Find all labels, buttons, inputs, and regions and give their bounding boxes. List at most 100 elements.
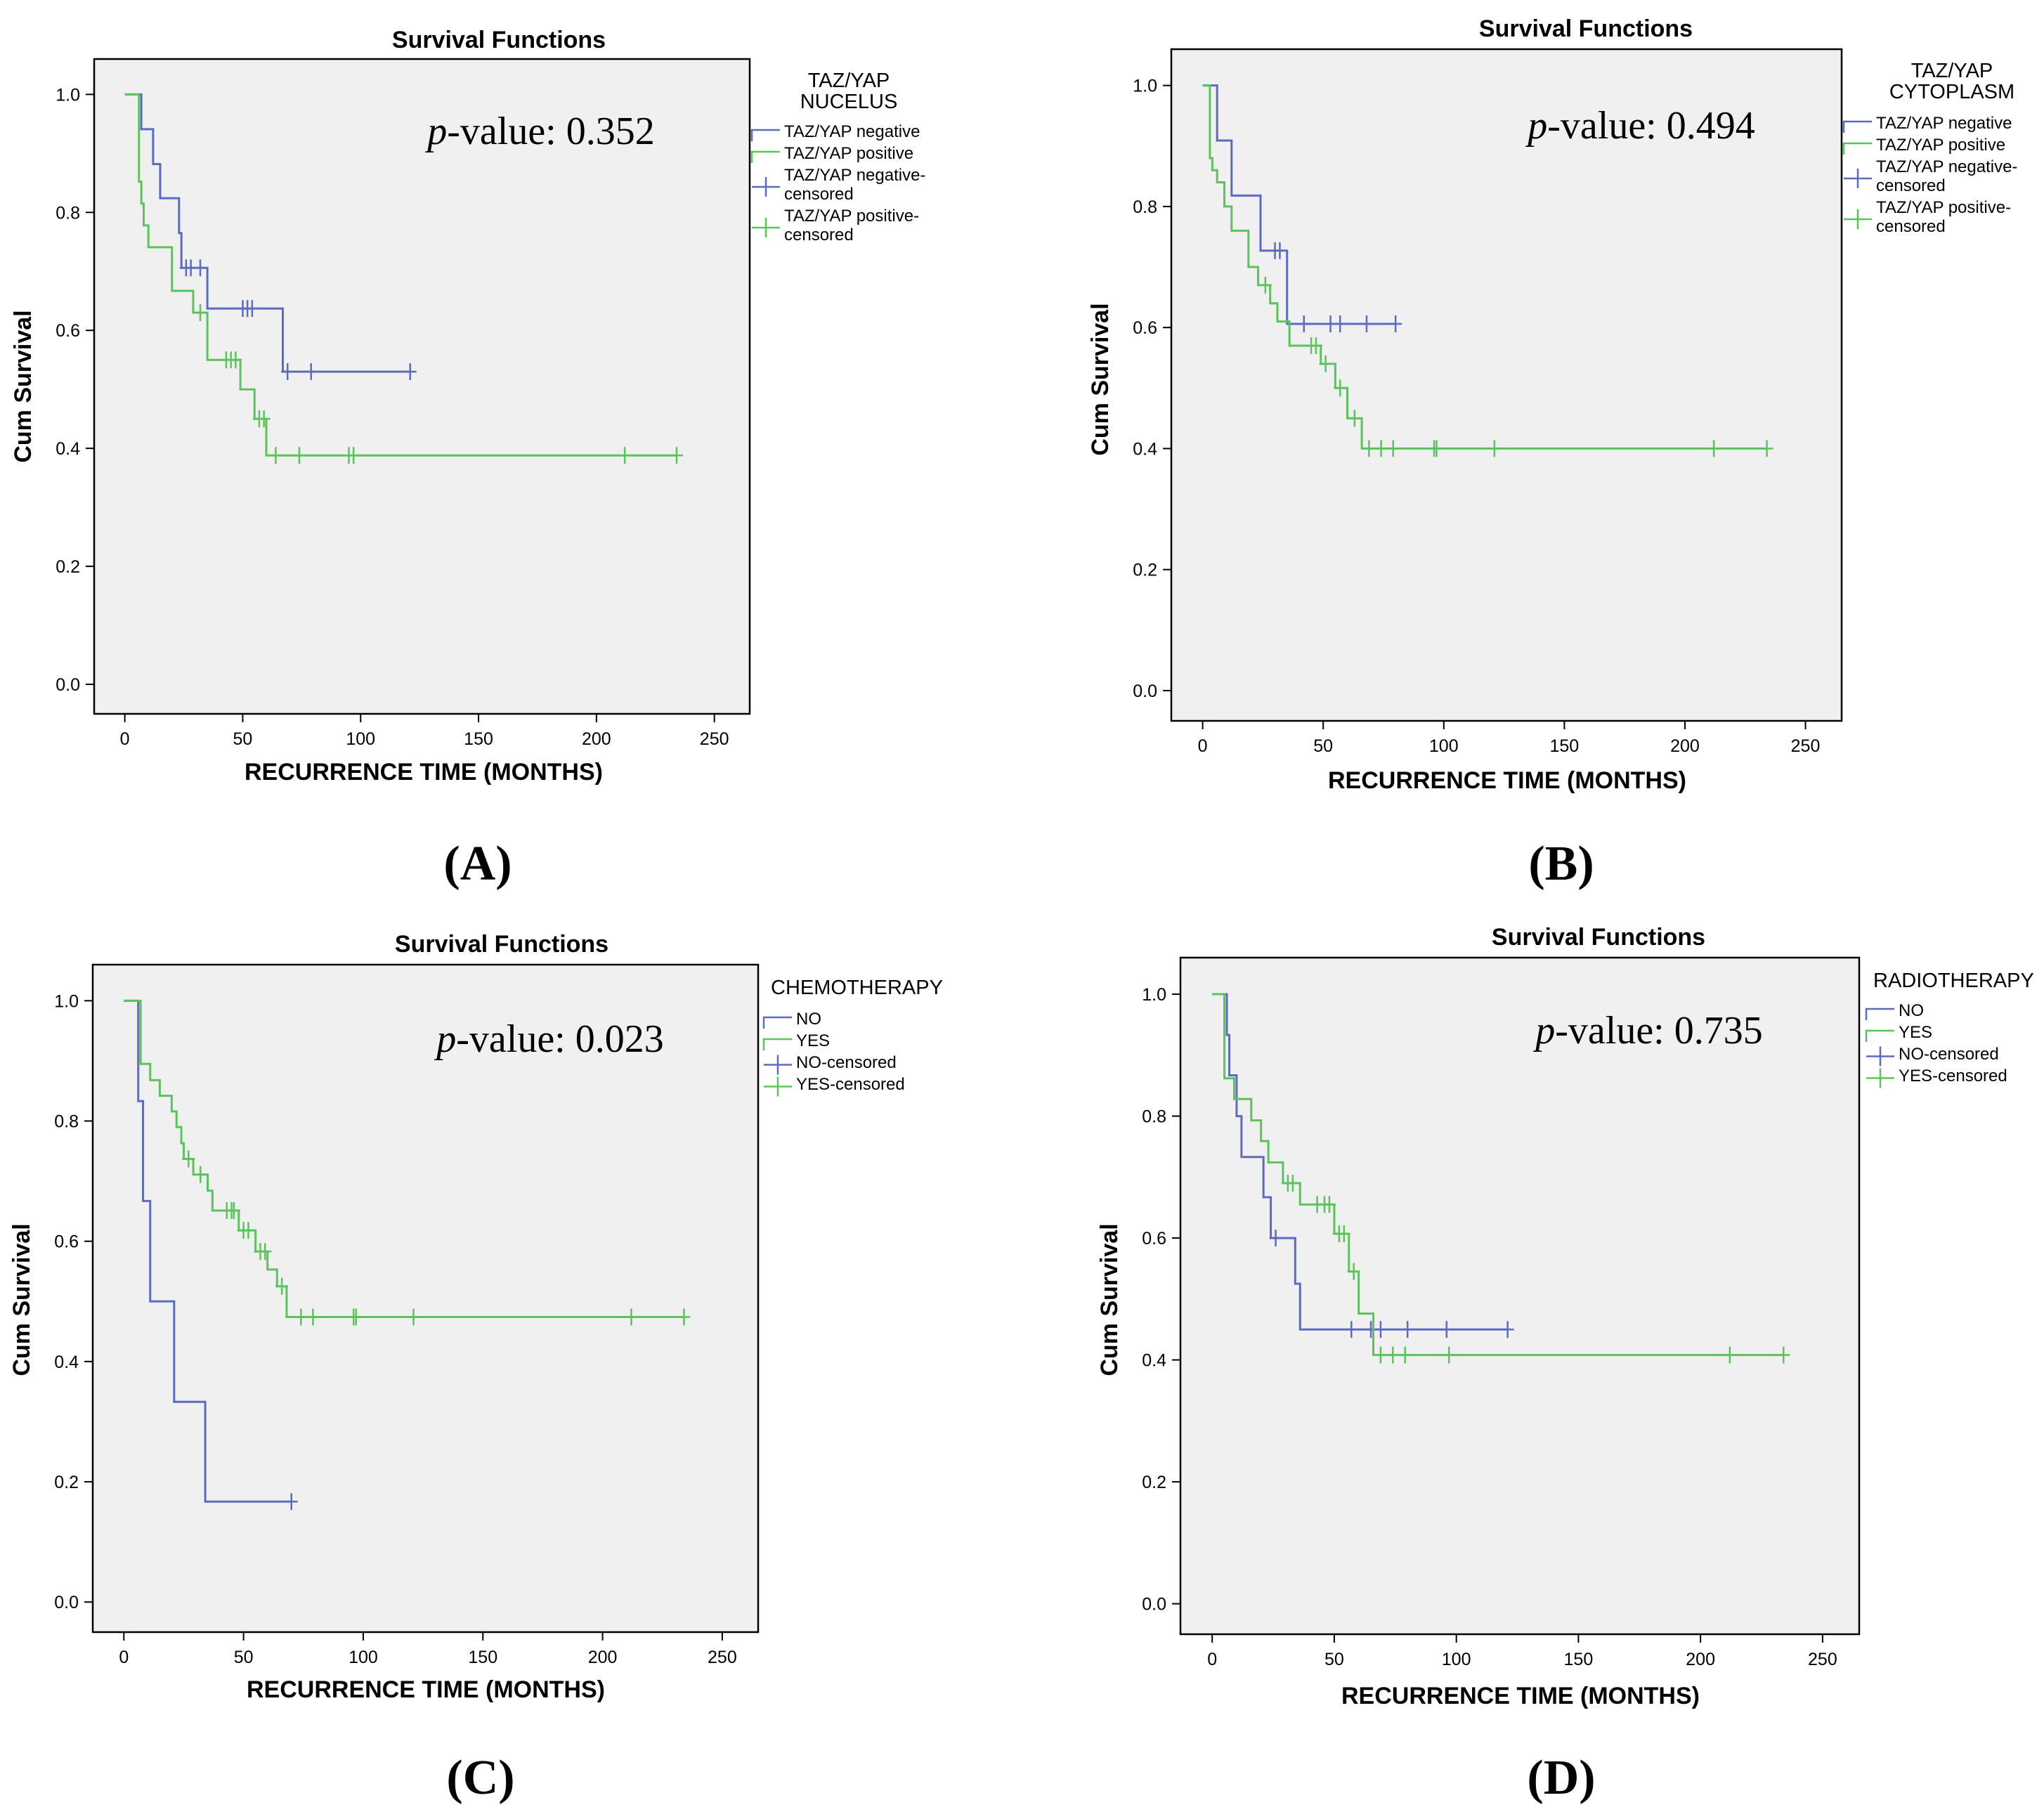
censor-mark bbox=[1258, 276, 1272, 294]
survival-step-line bbox=[124, 999, 684, 1319]
x-tick-label: 200 bbox=[582, 729, 611, 749]
legend-line-swatch bbox=[762, 1016, 792, 1029]
censor-mark bbox=[1707, 440, 1721, 457]
series-2 bbox=[1202, 84, 1773, 457]
censor-mark bbox=[618, 447, 632, 464]
x-axis-label: RECURRENCE TIME (MONTHS) bbox=[247, 1676, 605, 1703]
censor-mark bbox=[625, 1308, 638, 1326]
legend-censor-swatch bbox=[752, 177, 780, 197]
x-tick-label: 150 bbox=[468, 1648, 497, 1667]
censor-mark bbox=[306, 1308, 320, 1326]
series-1 bbox=[1212, 993, 1514, 1338]
legend-entry-label: NO-censored bbox=[796, 1053, 897, 1072]
chart-panel-2: Survival Functions 0.0 0.2 0.4 0.6 0.8 1.0 0 50 1… bbox=[1087, 15, 2017, 891]
y-axis-label: Cum Survival bbox=[10, 310, 37, 462]
censor-mark bbox=[1501, 1321, 1514, 1338]
legend-entry-label: TAZ/YAP negative bbox=[784, 122, 920, 141]
censor-mark bbox=[285, 1493, 298, 1511]
censor-mark bbox=[1322, 1196, 1336, 1213]
legend-entry-label: censored bbox=[1876, 217, 1946, 236]
plot-area bbox=[1170, 48, 1843, 722]
censor-mark bbox=[259, 1243, 272, 1260]
censor-mark bbox=[245, 300, 259, 318]
censor-mark bbox=[1488, 440, 1501, 457]
censor-mark bbox=[292, 447, 306, 464]
survival-step-line bbox=[1202, 84, 1396, 325]
x-tick-label: 0 bbox=[1198, 736, 1208, 756]
x-tick-label: 150 bbox=[464, 729, 493, 749]
panel-label: (D) bbox=[1527, 1751, 1595, 1805]
y-tick-label: 0.2 bbox=[1142, 1473, 1166, 1492]
censor-mark bbox=[1430, 440, 1443, 457]
x-axis-label: RECURRENCE TIME (MONTHS) bbox=[1341, 1683, 1700, 1709]
censor-mark bbox=[1374, 1346, 1387, 1364]
panel-label: (C) bbox=[446, 1751, 514, 1805]
x-tick-label: 0 bbox=[119, 1648, 129, 1667]
censor-mark bbox=[275, 1277, 289, 1295]
x-tick-label: 50 bbox=[234, 1648, 254, 1667]
x-tick-label: 200 bbox=[588, 1648, 618, 1667]
y-tick-label: 0.0 bbox=[56, 675, 80, 695]
censor-mark bbox=[304, 363, 318, 381]
x-tick-label: 250 bbox=[700, 729, 729, 749]
censor-mark bbox=[1269, 1230, 1282, 1247]
legend-censor-swatch bbox=[1844, 169, 1872, 188]
p-value-text: -value: 0.494 bbox=[1547, 104, 1755, 148]
censor-mark bbox=[194, 259, 207, 277]
survival-step-line bbox=[1212, 993, 1784, 1357]
x-tick-label: 50 bbox=[1324, 1650, 1344, 1669]
censor-mark bbox=[1386, 1346, 1400, 1364]
censor-mark bbox=[1723, 1346, 1736, 1364]
legend-entry-label: censored bbox=[1876, 176, 1946, 195]
legend-entry-label: TAZ/YAP positive bbox=[784, 144, 913, 163]
y-tick-label: 0.8 bbox=[1133, 197, 1157, 217]
y-tick-label: 0.6 bbox=[1133, 318, 1157, 338]
legend-censor-swatch bbox=[752, 218, 780, 237]
y-tick-label: 0.6 bbox=[56, 321, 80, 341]
legend-entry-label: YES-censored bbox=[1899, 1067, 2007, 1085]
censor-mark bbox=[227, 1202, 240, 1220]
x-tick-label: 200 bbox=[1686, 1650, 1715, 1669]
legend-title: NUCELUS bbox=[800, 91, 898, 113]
y-tick-label: 1.0 bbox=[54, 991, 79, 1011]
y-tick-label: 0.4 bbox=[54, 1352, 79, 1372]
censor-mark bbox=[347, 447, 360, 464]
legend-entry-label: TAZ/YAP positive- bbox=[1876, 198, 2011, 217]
legend-entry-label: YES bbox=[796, 1031, 830, 1050]
plot-area bbox=[1179, 956, 1861, 1636]
x-tick-label: 0 bbox=[120, 729, 130, 749]
y-tick-label: 0.6 bbox=[1142, 1229, 1166, 1248]
legend-entry-label: censored bbox=[784, 185, 854, 204]
legend-censor-swatch bbox=[764, 1055, 792, 1075]
censor-mark bbox=[1334, 315, 1347, 333]
legend-censor-swatch bbox=[1866, 1046, 1894, 1067]
series-1 bbox=[1202, 84, 1402, 333]
chart-panel-1: Survival Functions 0.0 0.2 0.4 0.6 0.8 1.0 0 50 1… bbox=[10, 27, 925, 891]
series-2 bbox=[124, 93, 683, 464]
series-2 bbox=[1212, 993, 1790, 1364]
legend-title: TAZ/YAP bbox=[1911, 60, 1993, 82]
plot-area bbox=[93, 58, 751, 715]
censor-mark bbox=[182, 1150, 195, 1168]
censor-mark bbox=[1386, 440, 1400, 457]
x-tick-label: 50 bbox=[233, 729, 253, 749]
legend-censor-swatch bbox=[1866, 1068, 1894, 1088]
x-tick-label: 100 bbox=[1442, 1650, 1471, 1669]
y-tick-label: 0.8 bbox=[1142, 1107, 1166, 1127]
censor-mark bbox=[1760, 440, 1773, 457]
legend-line-swatch bbox=[1865, 1008, 1894, 1020]
y-tick-label: 0.4 bbox=[1142, 1351, 1166, 1371]
legend-entry-label: YES-censored bbox=[796, 1075, 905, 1094]
legend-entry-label: censored bbox=[784, 226, 854, 245]
chart-title: Survival Functions bbox=[1492, 924, 1705, 951]
chart-title: Survival Functions bbox=[1479, 15, 1693, 42]
series-1 bbox=[124, 999, 298, 1511]
legend-entry-label: NO-censored bbox=[1899, 1045, 1999, 1064]
censor-mark bbox=[257, 410, 271, 428]
legend-entry-label: TAZ/YAP negative bbox=[1876, 114, 2012, 133]
p-symbol: p bbox=[424, 110, 447, 153]
p-value-annotation: p-value: 0.494 bbox=[1525, 104, 1755, 148]
chart-panel-3: Survival Functions 0.0 0.2 0.4 0.6 0.8 1.0 0 50 1… bbox=[8, 931, 943, 1805]
censor-mark bbox=[1374, 440, 1388, 457]
y-tick-label: 0.2 bbox=[56, 557, 80, 577]
